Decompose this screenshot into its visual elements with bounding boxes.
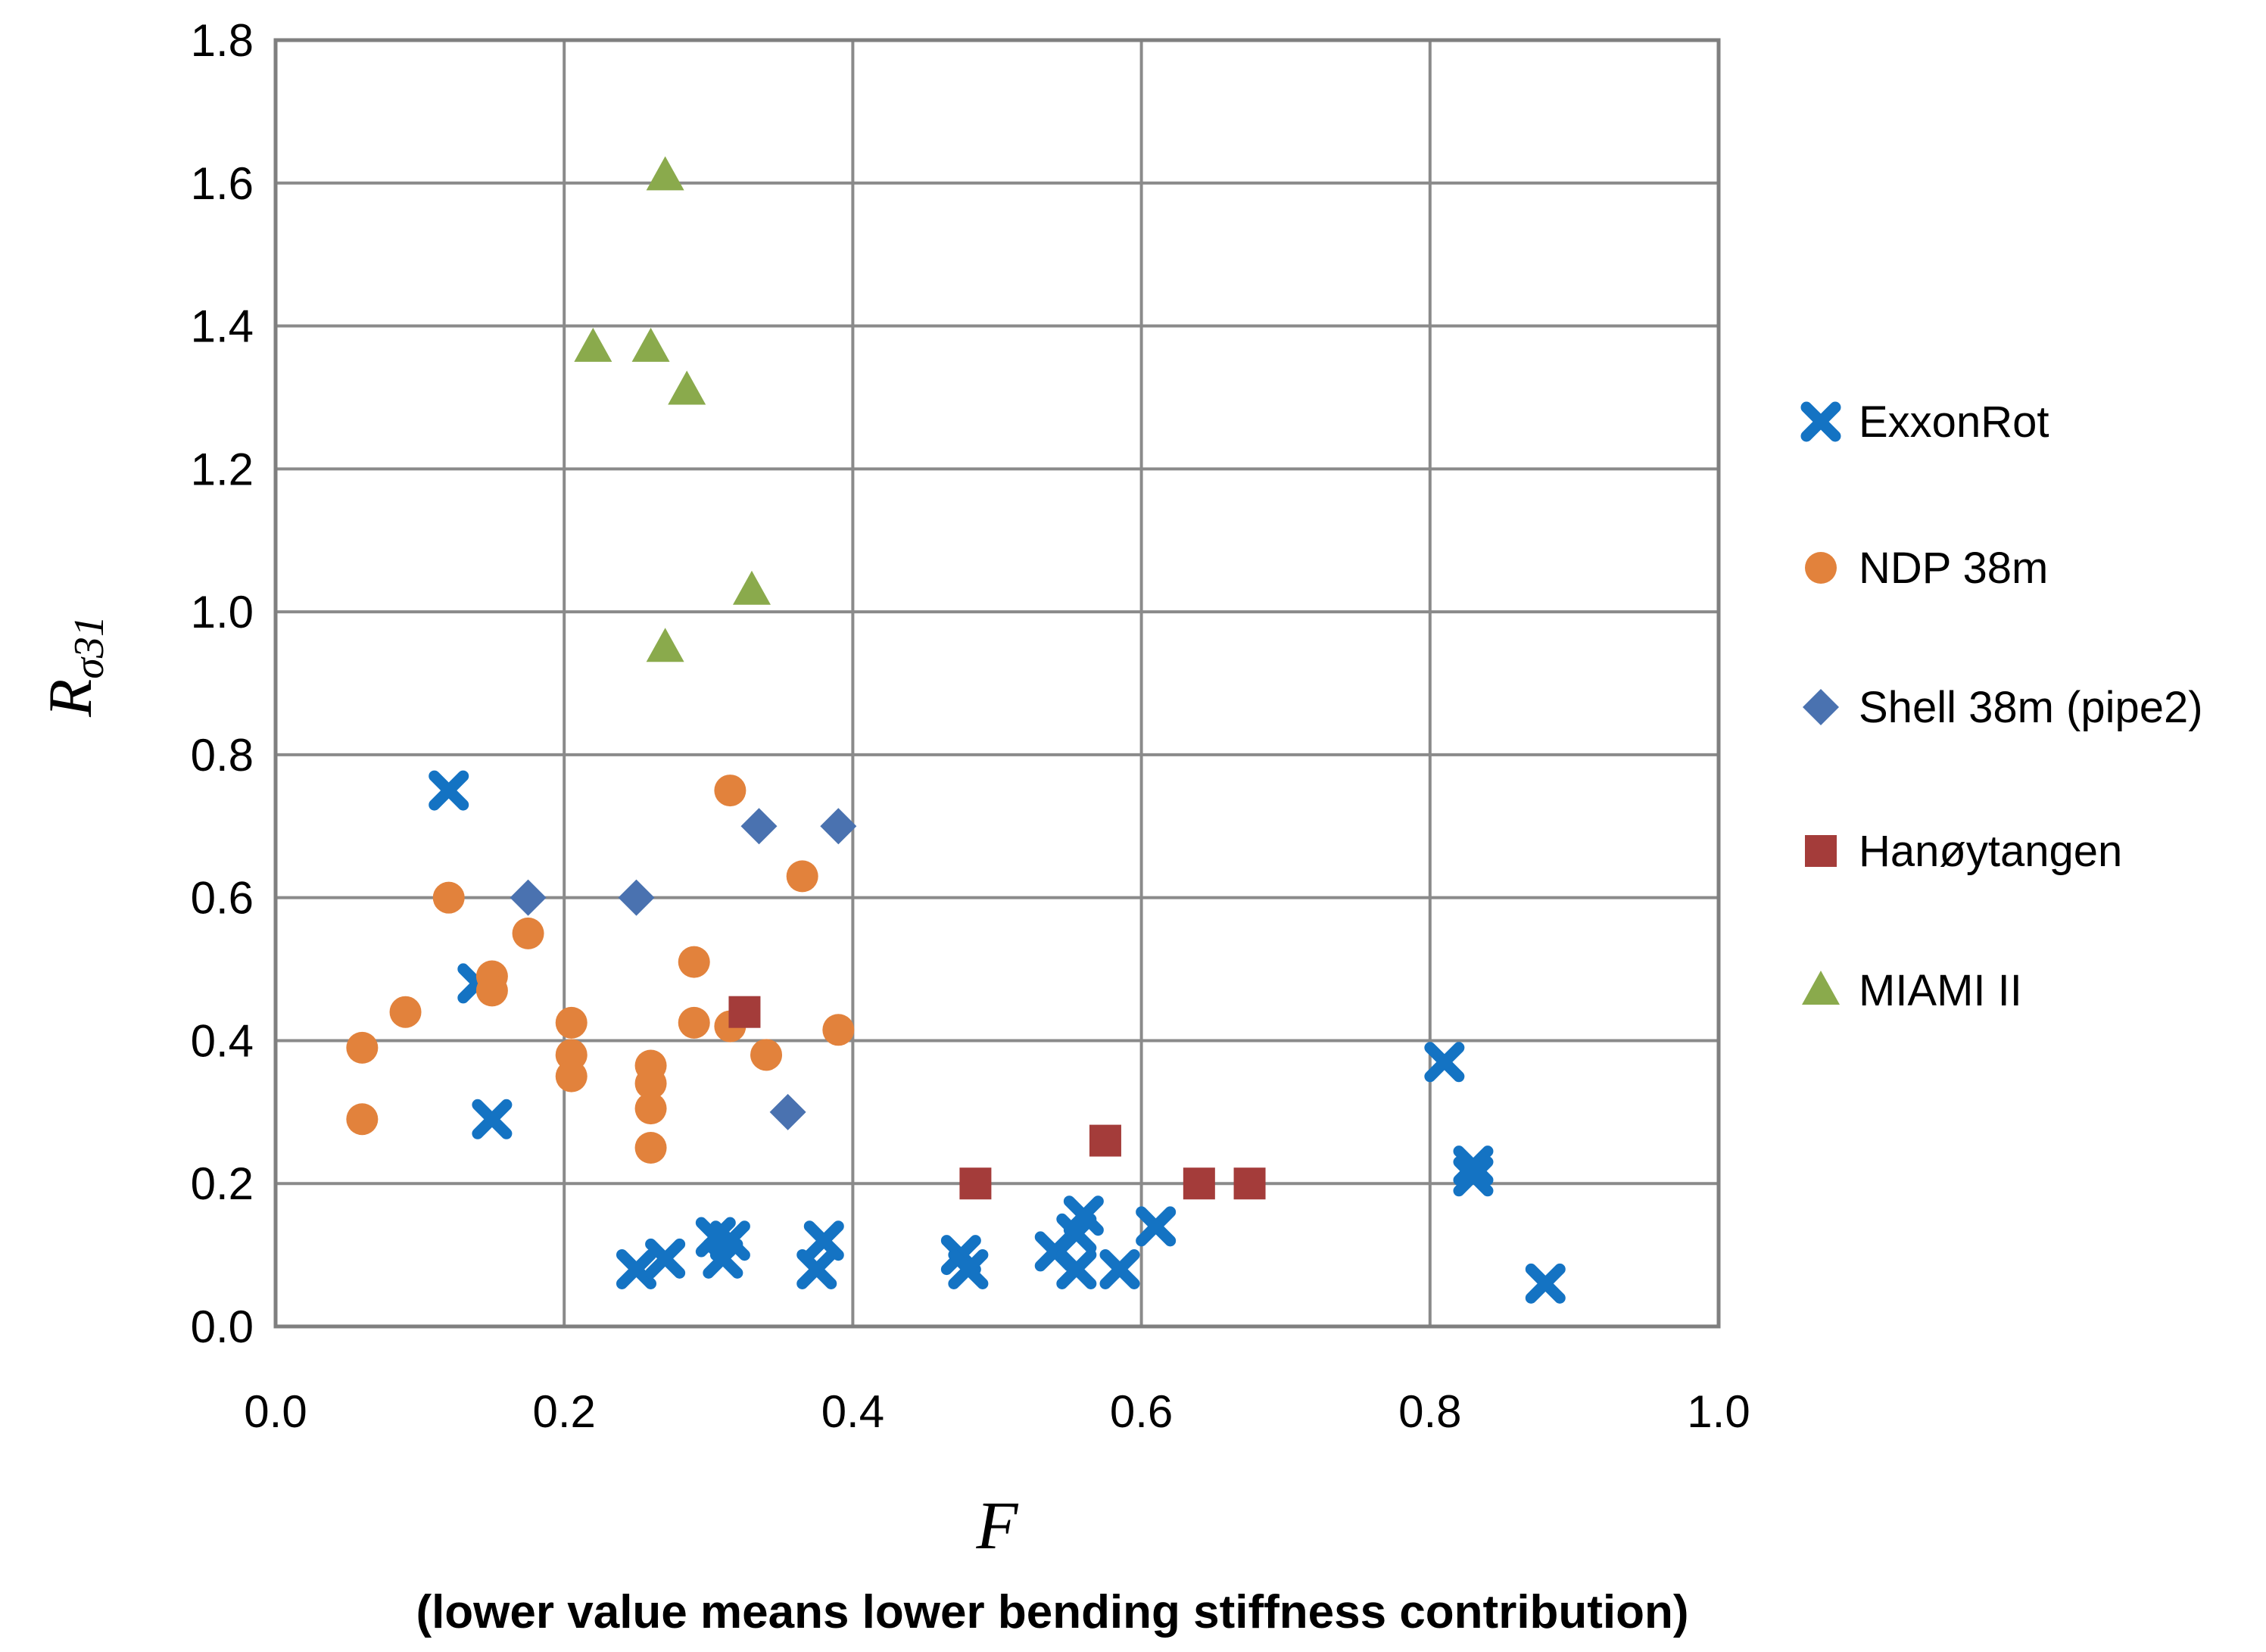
series-shell-38m-pipe2- <box>510 808 857 1130</box>
legend-label-han-ytangen: Hanøytangen <box>1859 827 2122 876</box>
y-axis-tick-labels: 0.0 0.2 0.4 0.6 0.8 1.0 1.2 1.4 1.6 1.8 <box>191 15 254 1352</box>
y-tick-label: 1.0 <box>191 587 254 637</box>
chart-caption: (lower value means lower bending stiffne… <box>416 1586 1688 1638</box>
y-axis-title: Rσ31 <box>36 616 113 718</box>
data-point <box>555 1060 588 1093</box>
data-point <box>703 1238 743 1279</box>
data-point <box>512 917 544 949</box>
data-point <box>555 1006 588 1039</box>
data-point <box>740 808 778 845</box>
series-ndp-38m <box>346 775 855 1164</box>
data-point <box>750 1039 783 1071</box>
data-point <box>678 946 710 978</box>
y-tick-label: 1.2 <box>191 444 254 494</box>
y-tick-label: 0.6 <box>191 873 254 924</box>
data-point <box>769 1093 806 1130</box>
data-point <box>678 1006 710 1039</box>
data-point <box>634 1132 667 1164</box>
data-point <box>389 996 422 1028</box>
data-point <box>1453 1156 1494 1197</box>
data-point <box>634 1093 667 1125</box>
x-legend-marker-icon <box>1800 401 1841 442</box>
data-point <box>346 1103 379 1136</box>
data-point <box>668 370 706 405</box>
x-axis-tick-labels: 0.0 0.2 0.4 0.6 0.8 1.0 <box>244 1386 1750 1437</box>
x-tick-label: 0.4 <box>821 1386 884 1437</box>
data-point <box>1424 1042 1465 1083</box>
data-point <box>634 1068 667 1100</box>
y-tick-label: 0.2 <box>191 1158 254 1209</box>
diamond-legend-marker-icon <box>1803 689 1839 725</box>
series-exxonrot <box>429 770 1566 1304</box>
data-point <box>796 1248 837 1289</box>
data-point <box>432 881 465 914</box>
legend-item-miami-ii: MIAMI II <box>1802 966 2022 1015</box>
data-point <box>1063 1195 1104 1236</box>
legend-item-shell-38m-pipe2-: Shell 38m (pipe2) <box>1803 683 2203 732</box>
data-point <box>786 860 818 893</box>
data-point <box>820 808 857 845</box>
legend-item-exxonrot: ExxonRot <box>1800 397 2049 447</box>
data-points-layer <box>346 156 1566 1304</box>
data-point <box>429 770 469 811</box>
x-tick-label: 1.0 <box>1687 1386 1750 1437</box>
data-point <box>728 996 761 1028</box>
x-tick-label: 0.6 <box>1110 1386 1173 1437</box>
y-tick-label: 1.6 <box>191 158 254 209</box>
data-point <box>618 879 655 916</box>
data-point <box>1136 1206 1177 1247</box>
legend-label-exxonrot: ExxonRot <box>1859 397 2049 447</box>
x-tick-label: 0.8 <box>1398 1386 1461 1437</box>
data-point <box>948 1248 989 1289</box>
data-point <box>1056 1248 1097 1289</box>
triangle-legend-marker-icon <box>1802 971 1840 1005</box>
data-point <box>631 327 670 362</box>
series-han-ytangen <box>728 996 1266 1200</box>
legend-label-shell-38m-pipe2-: Shell 38m (pipe2) <box>1859 683 2203 732</box>
y-tick-label: 0.4 <box>191 1015 254 1066</box>
y-tick-label: 0.8 <box>191 730 254 781</box>
series-miami-ii <box>574 156 771 662</box>
y-tick-label: 1.4 <box>191 301 254 352</box>
legend: ExxonRot NDP 38m Shell 38m (pipe2) Hanøytan… <box>1800 397 2203 1015</box>
data-point <box>646 628 684 662</box>
legend-item-han-ytangen: Hanøytangen <box>1805 827 2122 876</box>
legend-label-miami-ii: MIAMI II <box>1859 966 2022 1015</box>
circle-legend-marker-icon <box>1805 552 1837 584</box>
data-point <box>959 1167 992 1200</box>
data-point <box>645 1238 686 1279</box>
data-point <box>714 775 747 807</box>
x-tick-label: 0.0 <box>244 1386 307 1437</box>
data-point <box>1183 1167 1215 1200</box>
data-point <box>616 1248 656 1289</box>
legend-item-ndp-38m: NDP 38m <box>1805 544 2048 593</box>
data-point <box>1099 1248 1140 1289</box>
data-point <box>1525 1263 1566 1304</box>
data-point <box>574 327 612 362</box>
data-point <box>1089 1124 1121 1157</box>
gridlines <box>276 40 1719 1326</box>
data-point <box>475 974 508 1007</box>
data-point <box>472 1099 513 1139</box>
data-point <box>1453 1145 1494 1186</box>
legend-label-ndp-38m: NDP 38m <box>1859 544 2048 593</box>
data-point <box>510 879 547 916</box>
data-point <box>646 156 684 191</box>
data-point <box>346 1031 379 1064</box>
y-tick-label: 0.0 <box>191 1301 254 1352</box>
data-point <box>1233 1167 1266 1200</box>
y-tick-label: 1.8 <box>191 15 254 66</box>
square-legend-marker-icon <box>1805 835 1837 867</box>
x-axis-title: F <box>976 1488 1019 1563</box>
data-point <box>822 1014 855 1046</box>
data-point <box>732 570 771 605</box>
plot-border <box>273 38 1721 1329</box>
x-tick-label: 0.2 <box>532 1386 595 1437</box>
